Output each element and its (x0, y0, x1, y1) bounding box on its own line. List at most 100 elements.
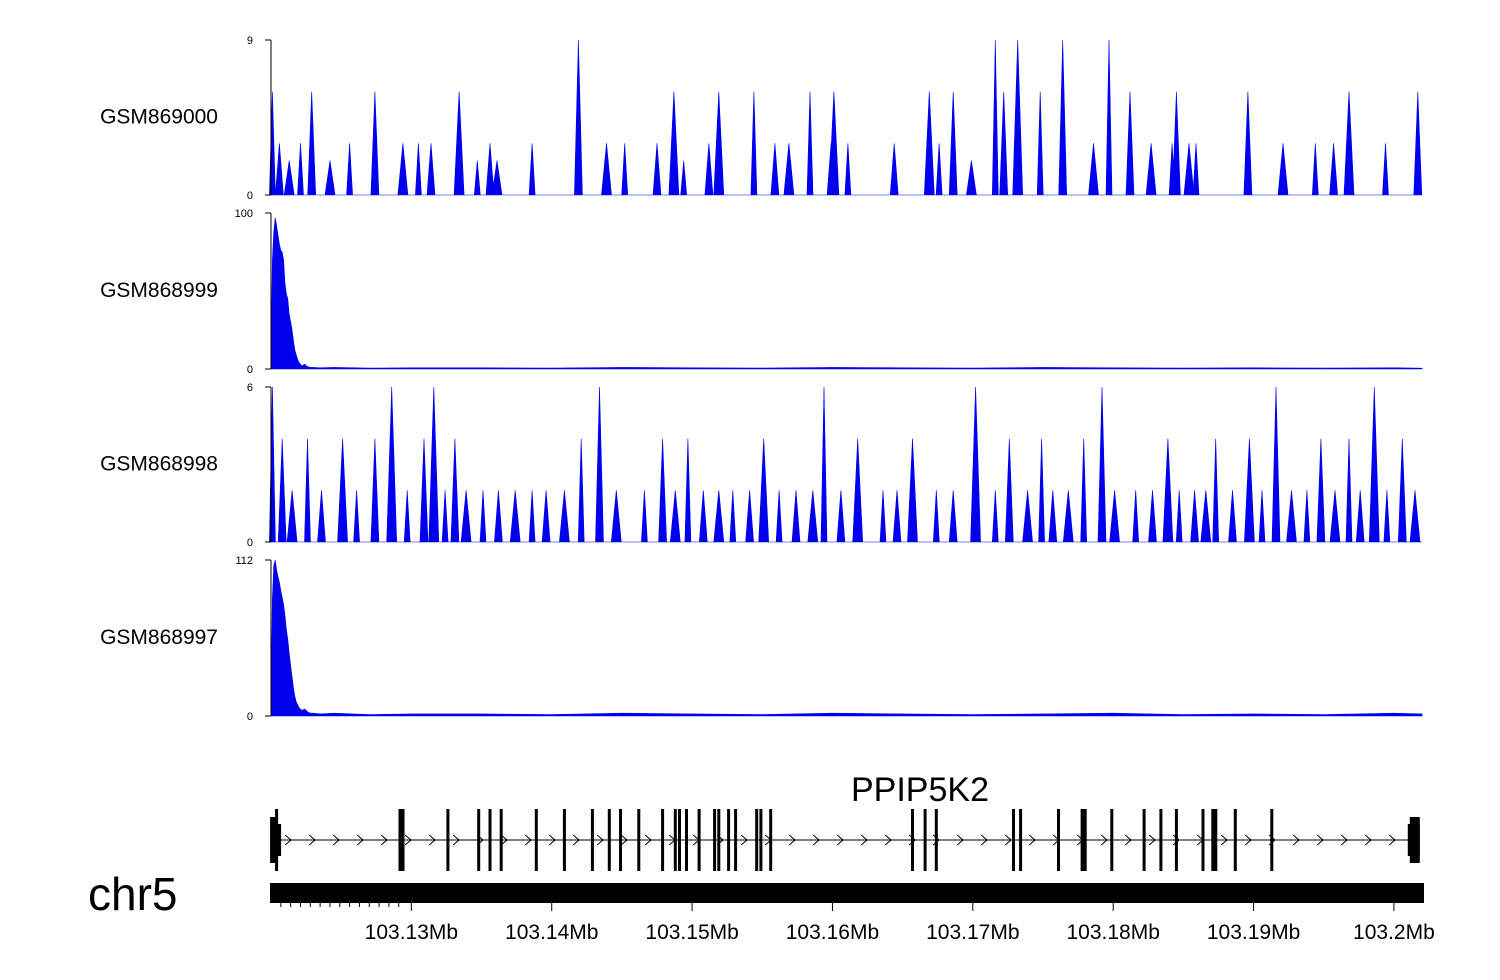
exon (619, 809, 622, 871)
axis-tick-label: 103.14Mb (505, 921, 598, 944)
exon (661, 809, 665, 871)
strand-arrow (596, 834, 604, 846)
strand-arrow (884, 834, 892, 846)
strand-arrow (356, 834, 364, 846)
exon (923, 809, 927, 871)
strand-arrow (788, 834, 796, 846)
exon (759, 809, 763, 871)
strand-arrow (1148, 834, 1156, 846)
strand-arrow (548, 834, 556, 846)
exon (1211, 809, 1218, 871)
exon (1159, 809, 1163, 871)
coverage-area (270, 217, 1423, 370)
strand-arrow (1364, 834, 1372, 846)
exon (673, 809, 677, 871)
exon (1270, 809, 1274, 871)
gene-model-track: PPIP5K2 (270, 771, 1420, 871)
strand-arrow (956, 834, 964, 846)
axis-tick-label: 103.2Mb (1353, 921, 1435, 944)
exon (1057, 809, 1060, 871)
axis-tick-label: 103.15Mb (645, 921, 738, 944)
strand-arrow (524, 834, 532, 846)
coverage-area (270, 559, 1423, 717)
exon (562, 809, 566, 871)
strand-arrow (1316, 834, 1324, 846)
strand-arrow (1340, 834, 1348, 846)
exon (911, 809, 914, 871)
track-gsm868998: 6 0 GSM868998 (100, 382, 1422, 549)
track-name-label: GSM868997 (100, 626, 218, 649)
exon (934, 809, 938, 871)
chromosome-label: chr5 (88, 868, 177, 920)
strand-arrow (572, 834, 580, 846)
strand-arrow (452, 834, 460, 846)
strand-arrow (980, 834, 988, 846)
exon (270, 817, 277, 863)
track-gsm869000: 9 0 GSM869000 (100, 35, 1423, 202)
exon (1080, 809, 1087, 871)
exon (488, 809, 492, 871)
exon (1012, 809, 1015, 871)
gene-name-label: PPIP5K2 (851, 771, 989, 809)
exon (446, 809, 450, 871)
strand-arrow (812, 834, 820, 846)
strand-arrow (500, 834, 508, 846)
strand-arrow (380, 834, 388, 846)
track-name-label: GSM868998 (100, 453, 218, 476)
exon (755, 809, 759, 871)
y-tick-label-max: 100 (235, 208, 253, 220)
exon (1201, 809, 1205, 871)
strand-arrow (428, 834, 436, 846)
exon (1019, 809, 1023, 871)
exon (637, 809, 641, 871)
strand-arrow (740, 834, 748, 846)
exon (590, 809, 594, 871)
strand-arrow (284, 834, 292, 846)
strand-arrow (836, 834, 844, 846)
exon (607, 809, 611, 871)
exon (697, 809, 701, 871)
exon (727, 809, 731, 871)
coverage-area (269, 386, 1422, 543)
strand-arrow (404, 834, 412, 846)
y-tick-label-min: 0 (247, 711, 253, 723)
track-gsm868999: 100 0 GSM868999 (100, 208, 1423, 376)
y-tick-label-max: 112 (235, 555, 253, 567)
exon (499, 809, 503, 871)
genomic-axis: chr5 103.13Mb 103.14Mb 103.15Mb 103.16Mb 103… (88, 868, 1435, 944)
strand-arrow (1028, 834, 1036, 846)
strand-arrow (1004, 834, 1012, 846)
track-name-label: GSM869000 (100, 106, 218, 129)
axis-tick-label: 103.17Mb (926, 921, 1019, 944)
strand-arrow (1124, 834, 1132, 846)
y-tick-label-min: 0 (247, 190, 253, 202)
track-name-label: GSM868999 (100, 279, 218, 302)
exon-utr-start (273, 824, 282, 856)
y-tick-label-max: 6 (247, 382, 253, 394)
y-tick-label-min: 0 (247, 364, 253, 376)
strand-arrow (644, 834, 652, 846)
exon (678, 809, 681, 871)
track-gsm868997: 112 0 GSM868997 (100, 555, 1423, 723)
y-tick-label-min: 0 (247, 537, 253, 549)
exon (717, 809, 721, 871)
strand-arrow (1292, 834, 1300, 846)
strand-arrow (860, 834, 868, 846)
strand-arrow (1388, 834, 1396, 846)
strand-arrow (308, 834, 316, 846)
exon (1233, 809, 1237, 871)
strand-arrow (1244, 834, 1252, 846)
axis-tick-label: 103.19Mb (1207, 921, 1300, 944)
exon-utr-end (1407, 824, 1420, 856)
strand-arrow (620, 834, 628, 846)
strand-arrow (1220, 834, 1228, 846)
exon (401, 809, 405, 871)
strand-arrow (1100, 834, 1108, 846)
axis-tick-label: 103.16Mb (786, 921, 879, 944)
chromosome-bar (270, 883, 1424, 903)
exon (1142, 809, 1146, 871)
strand-arrow (332, 834, 340, 846)
coverage-area (269, 39, 1423, 196)
exon (1110, 809, 1114, 871)
